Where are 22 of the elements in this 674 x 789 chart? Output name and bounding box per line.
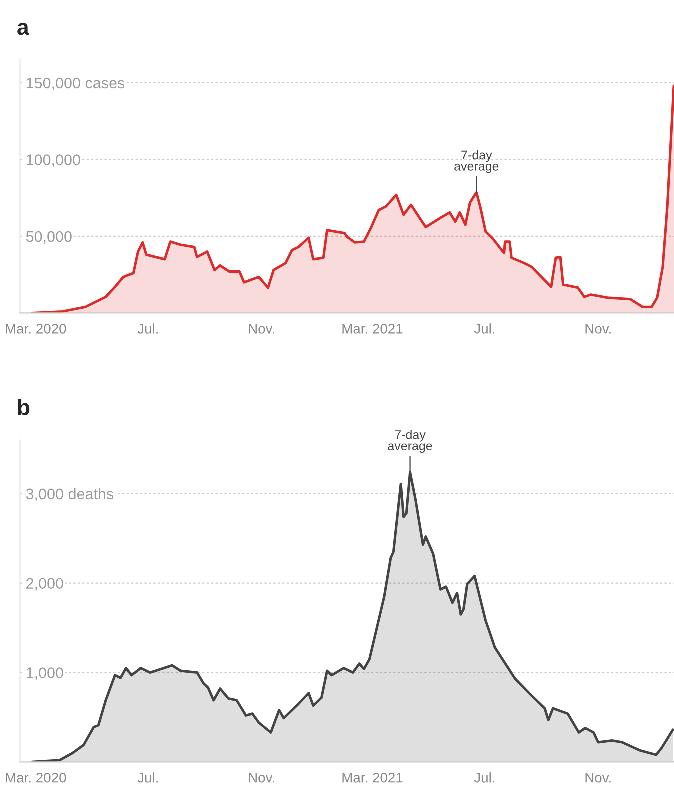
y-tick-label: 1,000 — [26, 668, 64, 680]
y-tick-label: 2,000 — [26, 578, 64, 591]
x-tick-label: Nov. — [249, 773, 274, 783]
annotation: 7-day average — [454, 150, 499, 174]
y-tick-label: 3,000 deaths — [26, 488, 114, 502]
x-tick-label: Jul. — [474, 324, 495, 334]
x-tick-label: Jul. — [138, 324, 158, 334]
chart-title: a — [18, 23, 30, 36]
chart-title: b — [18, 399, 30, 416]
x-tick-label: Mar. 2021 — [342, 324, 403, 334]
x-tick-label: Jul. — [474, 772, 495, 783]
x-tick-label: Nov. — [249, 324, 274, 334]
x-tick-label: Mar. 2020 — [6, 772, 66, 783]
y-tick-label: 150,000 cases — [26, 78, 125, 90]
x-tick-label: Jul. — [138, 772, 158, 783]
x-tick-label: Mar. 2020 — [6, 324, 66, 334]
annotation: 7-day average — [388, 430, 432, 454]
x-tick-label: Mar. 2021 — [342, 772, 403, 783]
y-tick-label: 50,000 — [26, 231, 72, 244]
x-tick-label: Nov. — [586, 324, 611, 334]
x-tick-label: Nov. — [586, 773, 611, 783]
y-tick-label: 100,000 — [26, 154, 80, 168]
